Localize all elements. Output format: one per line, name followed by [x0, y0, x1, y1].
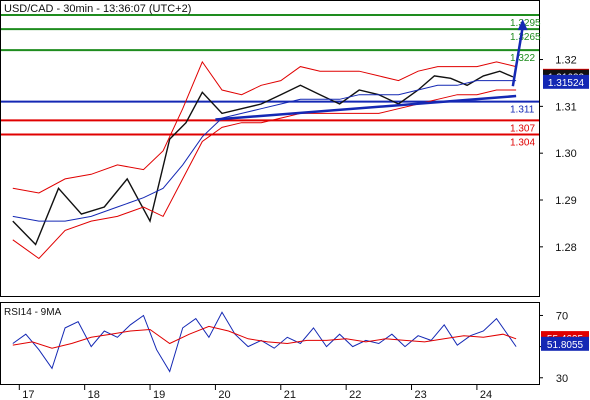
rsi-tag-bg-2	[541, 336, 589, 351]
price-tick-label-1: 1.32	[555, 55, 576, 67]
moving-average-line	[12, 80, 517, 222]
x-tick-label-4: 20	[218, 389, 230, 400]
rsi-tick-label-1: 70	[556, 310, 568, 322]
rsi-line	[12, 311, 517, 373]
x-axis: 17 18 19 20 21 22 23 24	[18, 384, 492, 400]
resistance-level-1-label: 1.3295	[510, 18, 541, 29]
rsi-panel-label: RSI14 - 9MA	[4, 307, 62, 318]
price-tick-label-5: 1.28	[555, 242, 576, 254]
price-panel-frame	[0, 0, 540, 297]
x-tick-label-7: 23	[415, 389, 427, 400]
price-tick-label-3: 1.30	[555, 148, 576, 160]
x-tick-label-5: 21	[284, 389, 296, 400]
x-tick-label-1: 17	[22, 389, 34, 400]
price-tick-label-4: 1.29	[555, 195, 576, 207]
support-trendline	[215, 94, 517, 121]
price-tag-bg-3	[543, 74, 589, 89]
forecast-arrowhead	[517, 19, 528, 31]
lower-band-line	[12, 89, 517, 260]
rsi-tick-label-3: 30	[556, 373, 568, 385]
price-tag-3: 1.31524	[548, 78, 585, 89]
support-level-2-label: 1.304	[510, 137, 535, 148]
forecast-arrow-shaft	[511, 26, 524, 87]
pivot-level-label: 1.311	[510, 105, 535, 116]
support-level-1-label: 1.307	[510, 123, 535, 134]
upper-band-line	[12, 60, 517, 194]
price-tick-label-2: 1.31	[555, 101, 576, 113]
price-series-line	[12, 70, 514, 246]
price-panel: 1.3295 1.3265 1.322 1.311 1.307 1.304 1.32 1.3…	[0, 0, 589, 297]
resistance-level-3-label: 1.322	[510, 53, 535, 64]
x-tick-label-3: 19	[153, 389, 165, 400]
x-tick-label-8: 24	[480, 389, 492, 400]
chart-title: USD/CAD - 30min - 13:36:07 (UTC+2)	[4, 3, 191, 15]
x-tick-label-6: 22	[349, 389, 361, 400]
rsi-tag-2: 51.8055	[547, 340, 584, 351]
resistance-level-2-label: 1.3265	[510, 32, 541, 43]
x-tick-label-2: 18	[88, 389, 100, 400]
rsi-panel: 70503055.469551.8055 RSI14 - 9MA	[0, 302, 589, 385]
rsi-panel-frame	[0, 302, 540, 385]
rsi-ma-line	[12, 325, 517, 349]
